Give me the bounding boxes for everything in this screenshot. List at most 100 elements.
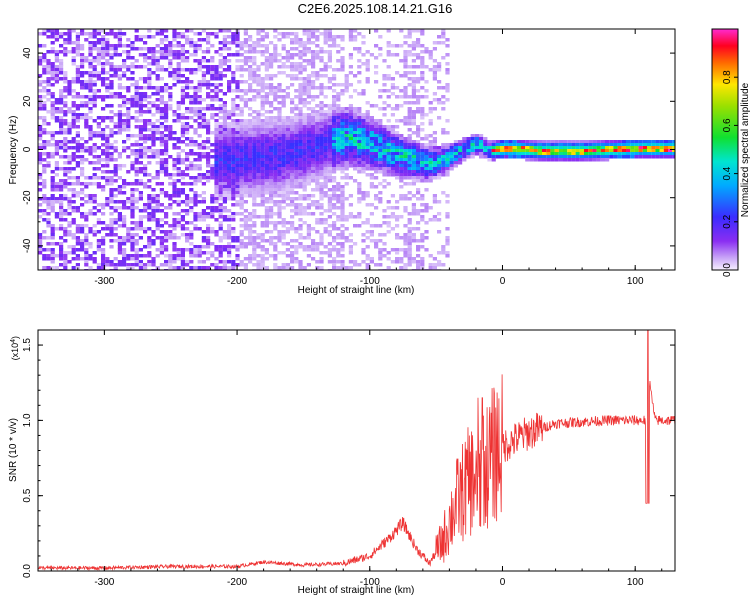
spectrogram-cell <box>306 86 311 90</box>
spectrogram-cell <box>63 131 68 135</box>
spectrogram-cell <box>231 179 236 183</box>
spectrogram-cell <box>54 74 59 78</box>
spectrogram-cell <box>222 173 227 177</box>
spectrogram-cell <box>428 101 433 105</box>
spectrogram-cell <box>285 125 290 129</box>
spectrogram-cell <box>239 95 244 99</box>
spectrogram-cell <box>54 107 59 111</box>
spectrogram-cell <box>542 140 547 144</box>
spectrogram-cell <box>323 65 328 69</box>
spectrogram-cell <box>638 146 643 150</box>
spectrogram-cell <box>109 83 114 87</box>
spectrogram-cell <box>432 170 437 174</box>
spectrogram-cell <box>323 128 328 132</box>
spectrogram-cell <box>256 185 261 189</box>
spectrogram-cell <box>193 89 198 93</box>
spectrogram-cell <box>525 152 530 156</box>
spectrogram-cell <box>344 227 349 231</box>
spectrogram-cell <box>386 182 391 186</box>
spectrogram-cell <box>134 95 139 99</box>
spectrogram-cell <box>319 233 324 237</box>
spectrogram-cell <box>222 116 227 120</box>
spectrogram-cell <box>214 173 219 177</box>
spectrogram-cell <box>243 149 248 153</box>
spectrogram-cell <box>332 257 337 261</box>
spectrogram-cell <box>122 239 127 243</box>
spectrogram-cell <box>227 143 232 147</box>
spectrogram-cell <box>407 161 412 165</box>
spectrogram-cell <box>311 74 316 78</box>
spectrogram-cell <box>525 146 530 150</box>
spectrogram-cell <box>264 125 269 129</box>
spectrogram-cell <box>227 224 232 228</box>
spectrogram-cell <box>361 35 366 39</box>
spectrogram-cell <box>327 194 332 198</box>
spectrogram-cell <box>294 179 299 183</box>
spectrogram-cell <box>306 107 311 111</box>
spectrogram-cell <box>243 155 248 159</box>
spectrogram-cell <box>642 143 647 147</box>
spectrogram-cell <box>365 62 370 66</box>
spectrogram-cell <box>411 116 416 120</box>
spectrogram-cell <box>340 65 345 69</box>
spectrogram-cell <box>214 83 219 87</box>
spectrogram-cell <box>365 134 370 138</box>
spectrogram-cell <box>353 149 358 153</box>
spectrogram-cell <box>54 143 59 147</box>
spectrogram-cell <box>218 170 223 174</box>
spectrogram-cell <box>248 107 253 111</box>
spectrogram-cell <box>122 248 127 252</box>
spectrogram-cell <box>235 182 240 186</box>
spectrogram-cell <box>214 92 219 96</box>
spectrogram-cell <box>294 161 299 165</box>
spectrogram-cell <box>311 173 316 177</box>
spectrogram-cell <box>315 35 320 39</box>
spectrogram-cell <box>445 155 450 159</box>
spectrogram-cell <box>189 266 194 270</box>
spectrogram-cell <box>193 131 198 135</box>
spectrogram-cell <box>54 38 59 42</box>
spectrogram-cell <box>306 119 311 123</box>
spectrogram-cell <box>260 182 265 186</box>
spectrogram-cell <box>357 113 362 117</box>
spectrogram-cell <box>189 260 194 264</box>
spectrogram-cell <box>172 161 177 165</box>
spectrogram-cell <box>558 155 563 159</box>
spectrogram-cell <box>189 251 194 255</box>
spectrogram-cell <box>264 77 269 81</box>
spectrogram-cell <box>59 125 64 129</box>
spectrogram-cell <box>172 173 177 177</box>
spectrogram-cell <box>302 50 307 54</box>
spectrogram-cell <box>432 158 437 162</box>
spectrogram-cell <box>290 197 295 201</box>
spectrogram-cell <box>231 134 236 138</box>
spectrogram-cell <box>290 257 295 261</box>
spectrogram-cell <box>281 128 286 132</box>
spectrogram-cell <box>445 170 450 174</box>
spectrogram-cell <box>323 125 328 129</box>
spectrogram-cell <box>88 128 93 132</box>
spectrogram-cell <box>672 143 675 147</box>
spectrogram-cell <box>252 41 257 45</box>
spectrogram-cell <box>554 155 559 159</box>
spectrogram-cell <box>130 182 135 186</box>
spectrogram-cell <box>495 146 500 150</box>
spectrogram-cell <box>264 74 269 78</box>
spectrogram-cell <box>277 266 282 270</box>
spectrogram-cell <box>88 209 93 213</box>
spectrogram-cell <box>294 248 299 252</box>
spectrogram-cell <box>84 104 89 108</box>
spectrogram-cell <box>273 29 278 33</box>
spectrogram-cell <box>210 107 215 111</box>
spectrogram-cell <box>315 248 320 252</box>
spectrogram-cell <box>122 215 127 219</box>
spectrogram-cell <box>126 137 131 141</box>
spectrogram-cell <box>239 173 244 177</box>
spectrogram-cell <box>80 146 85 150</box>
spectrogram-cell <box>252 155 257 159</box>
spectrogram-cell <box>42 56 47 60</box>
spectrogram-cell <box>327 50 332 54</box>
spectrogram-cell <box>256 167 261 171</box>
spectrogram-cell <box>92 167 97 171</box>
